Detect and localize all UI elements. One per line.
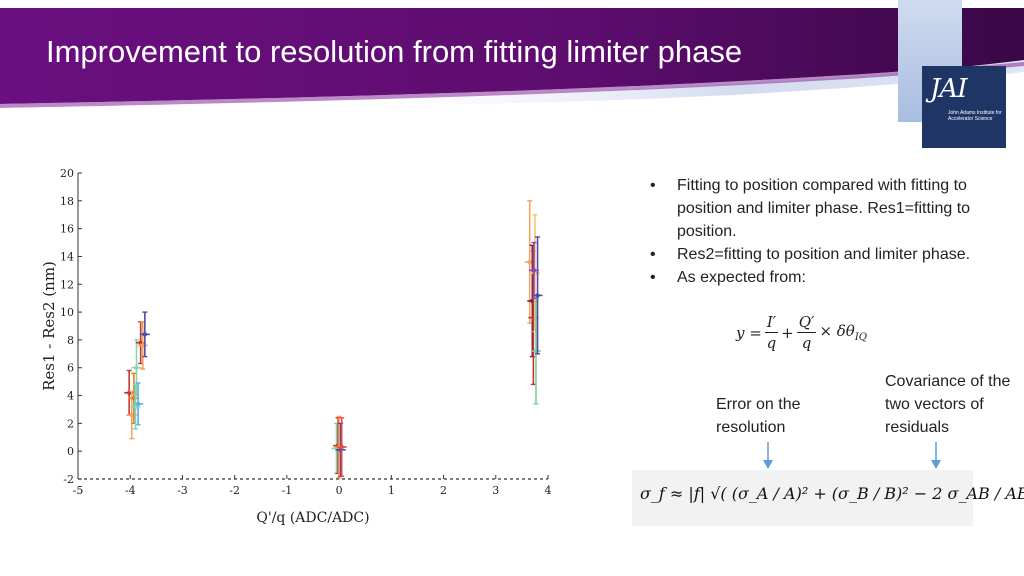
y-axis-label: Res1 - Res2 (nm)	[40, 261, 58, 391]
x-tick-label: 2	[440, 484, 447, 497]
bullet-list: Fitting to position compared with fittin…	[650, 174, 980, 289]
x-tick-label: 3	[492, 484, 499, 497]
fraction-numerator: I′	[764, 313, 779, 333]
fraction-q: Q′ q	[796, 312, 817, 353]
y-tick-label: -2	[63, 473, 74, 486]
error-formula: σ_f ≈ |f| √( (σ_A / A)² + (σ_B / B)² − 2…	[632, 470, 1024, 526]
y-tick-label: 8	[67, 334, 74, 347]
x-tick-label: 0	[336, 484, 343, 497]
fraction-i: I′ q	[764, 312, 779, 353]
y-tick-label: 12	[60, 278, 74, 291]
fraction-denominator: q	[801, 334, 812, 352]
y-tick-label: 6	[67, 362, 74, 375]
x-tick-label: 1	[388, 484, 395, 497]
x-axis-label: Q'/q (ADC/ADC)	[256, 510, 369, 526]
x-tick-label: -5	[73, 484, 84, 497]
y-tick-label: 4	[67, 390, 74, 403]
formula-text: σ_f ≈ |f| √( (σ_A / A)² + (σ_B / B)² − 2…	[640, 484, 1024, 503]
y-tick-label: 20	[60, 167, 74, 180]
fraction-numerator: Q′	[796, 313, 817, 333]
data-point	[135, 401, 141, 407]
data-point	[535, 293, 540, 298]
x-tick-label: 4	[545, 484, 552, 497]
x-tick-label: -2	[229, 484, 240, 497]
y-tick-label: 14	[60, 250, 74, 263]
covariance-note: Covariance of the two vectors of residua…	[885, 373, 1011, 436]
data-point	[133, 404, 138, 409]
fraction-denominator: q	[766, 334, 777, 352]
data-point	[527, 259, 532, 265]
y-tick-label: 2	[67, 417, 74, 430]
error-note: Error on the resolution	[716, 396, 801, 436]
equation-plus: +	[781, 323, 794, 342]
x-tick-label: -1	[282, 484, 293, 497]
y-tick-label: 0	[67, 445, 74, 458]
jai-logo: JAI John Adams Institute for Accelerator…	[922, 66, 1006, 148]
data-point	[129, 412, 134, 418]
logo-mark: JAI	[930, 74, 967, 104]
x-tick-label: -4	[125, 484, 136, 497]
data-point	[134, 365, 139, 370]
logo-text: John Adams Institute for Accelerator Sci…	[948, 110, 1002, 122]
data-point	[140, 343, 145, 348]
bullet-item: As expected from:	[650, 266, 980, 289]
x-tick-label: -3	[177, 484, 188, 497]
y-tick-label: 16	[60, 223, 74, 236]
slide-title: Improvement to resolution from fitting l…	[46, 34, 743, 69]
title-banner	[0, 8, 1024, 108]
y-tick-label: 18	[60, 195, 74, 208]
data-point	[531, 268, 537, 273]
equation-tail: × δθIQ	[819, 322, 867, 343]
equation: y = I′ q + Q′ q × δθIQ	[736, 312, 867, 353]
y-tick-label: 10	[60, 306, 74, 319]
equation-lhs: y =	[736, 323, 762, 342]
error-arrow-icon	[763, 442, 773, 469]
data-point	[339, 444, 344, 450]
bullet-item: Fitting to position compared with fittin…	[650, 174, 980, 243]
bullet-item: Res2=fitting to position and limiter pha…	[650, 243, 980, 266]
covariance-arrow-icon	[931, 442, 941, 469]
data-point	[142, 332, 148, 337]
